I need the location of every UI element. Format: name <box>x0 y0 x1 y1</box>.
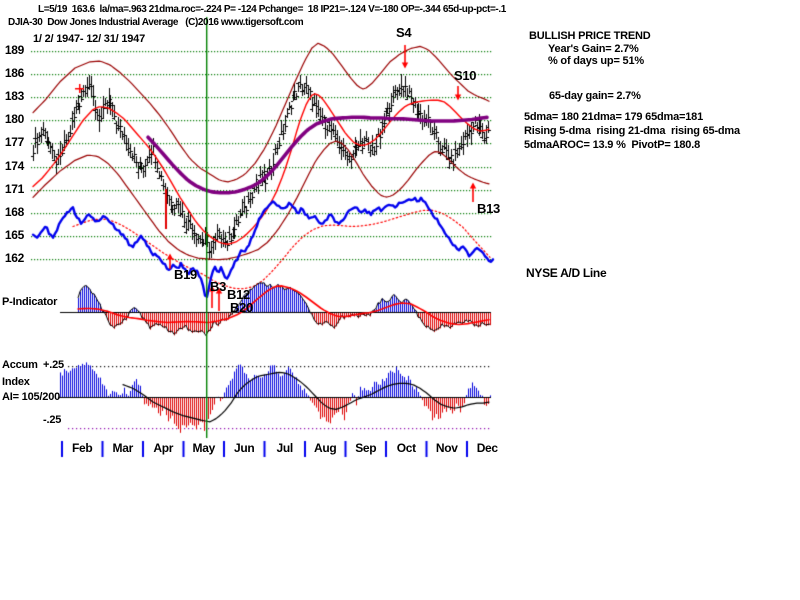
date-range-label: 1/ 2/ 1947- 12/ 31/ 1947 <box>33 33 146 45</box>
month-label-aug: Aug <box>314 441 337 455</box>
month-label-mar: Mar <box>112 441 134 455</box>
days-up-pct: % of days up= 51% <box>548 55 644 67</box>
dma-directions: Rising 5-dma rising 21-dma rising 65-dma <box>524 125 740 137</box>
y-axis-tick-171: 171 <box>4 182 24 196</box>
y-axis-tick-183: 183 <box>4 89 24 103</box>
y-axis-tick-177: 177 <box>4 135 24 149</box>
signal-label-s4: S4 <box>396 25 412 40</box>
dma-values: 5dma= 180 21dma= 179 65dma=181 <box>524 111 703 123</box>
aroc-pivot: 5dmaAROC= 13.9 % PivotP= 180.8 <box>524 139 700 151</box>
ticker-title: DJIA-30 Dow Jones Industrial Average (C)… <box>8 17 304 28</box>
y-axis-tick-174: 174 <box>4 159 24 173</box>
month-label-feb: Feb <box>72 441 93 455</box>
y-axis-tick-168: 168 <box>4 205 24 219</box>
y-axis-tick-162: 162 <box>4 251 24 265</box>
y-axis-tick-186: 186 <box>4 66 24 80</box>
month-label-jun: Jun <box>234 441 255 455</box>
header-indicator-readout: L=5/19 163.6 la/ma=.963 21dma.roc=-.224 … <box>38 4 506 15</box>
month-label-apr: Apr <box>153 441 174 455</box>
years-gain: Year's Gain= 2.7% <box>548 43 639 55</box>
ai-ratio: AI= 105/200 <box>2 391 61 403</box>
accum-upper-value: +.25 <box>43 359 64 371</box>
accum-label: Accum <box>2 359 38 371</box>
signal-label-b3: B3 <box>210 279 227 294</box>
gain-65day: 65-day gain= 2.7% <box>549 90 641 102</box>
nyse-ad-line-label: NYSE A/D Line <box>526 266 607 280</box>
signal-label-b13: B13 <box>477 201 500 216</box>
signal-label-s10: S10 <box>454 68 477 83</box>
month-label-nov: Nov <box>435 441 458 455</box>
signal-label-b12: B12 <box>227 287 250 302</box>
accum-lower-value: -.25 <box>43 414 62 426</box>
trend-status: BULLISH PRICE TREND <box>529 30 651 42</box>
month-label-may: May <box>192 441 216 455</box>
month-label-sep: Sep <box>355 441 377 455</box>
p-indicator-label: P-Indicator <box>2 296 58 308</box>
y-axis-tick-165: 165 <box>4 228 24 242</box>
month-label-dec: Dec <box>476 441 498 455</box>
month-label-jul: Jul <box>276 441 294 455</box>
index-label: Index <box>2 376 30 388</box>
month-label-oct: Oct <box>396 441 416 455</box>
signal-label-b20: B20 <box>230 300 253 315</box>
signal-label-b19: B19 <box>174 267 197 282</box>
y-axis-tick-189: 189 <box>4 43 24 57</box>
y-axis-tick-180: 180 <box>4 112 24 126</box>
